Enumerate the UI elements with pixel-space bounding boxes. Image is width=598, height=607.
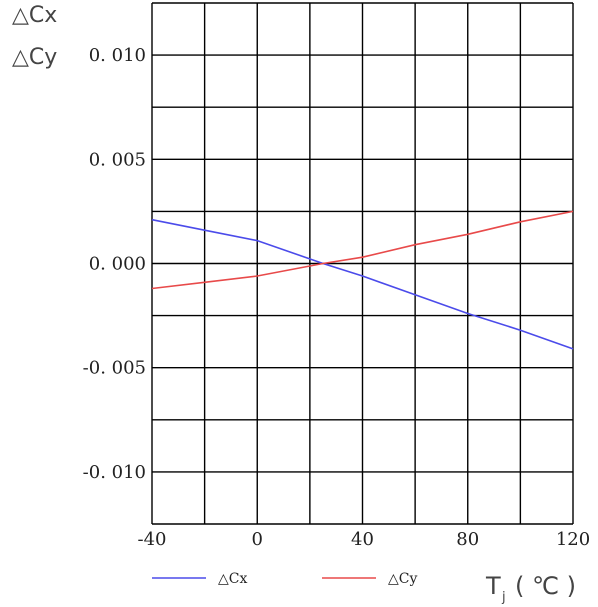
x-tick-label: -40 <box>138 529 167 550</box>
grid <box>151 2 574 525</box>
series-line-dcx <box>151 218 574 350</box>
legend-label: △Cy <box>388 571 417 587</box>
x-tick-label: 120 <box>556 529 590 550</box>
y-tick-labels: 0. 010 0. 005 0. 000 -0. 005 -0. 010 <box>83 45 146 483</box>
y-tick-label: 0. 010 <box>89 45 146 66</box>
y-axis-label-line-2: △Cy <box>12 45 57 70</box>
x-tick-labels: -40 0 40 80 120 <box>138 529 591 550</box>
x-axis-label: T j ( ℃ ) <box>485 572 576 605</box>
y-tick-label: 0. 005 <box>89 149 146 170</box>
y-tick-label: 0. 000 <box>89 254 146 275</box>
y-tick-label: -0. 010 <box>83 462 146 483</box>
x-axis-label-unit: ( ℃ ) <box>515 572 576 600</box>
x-axis-label-main: T <box>485 572 501 600</box>
x-tick-label: 40 <box>351 529 374 550</box>
x-tick-label: 80 <box>456 529 479 550</box>
legend: △Cx △Cy <box>152 571 417 587</box>
x-tick-label: 0 <box>252 529 263 550</box>
series-layer <box>151 210 574 350</box>
y-axis-label-line-1: △Cx <box>12 3 57 28</box>
y-tick-label: -0. 005 <box>83 358 146 379</box>
legend-label: △Cx <box>218 571 247 587</box>
series-line-dcy <box>151 210 574 290</box>
x-axis-label-subscript: j <box>501 590 506 605</box>
